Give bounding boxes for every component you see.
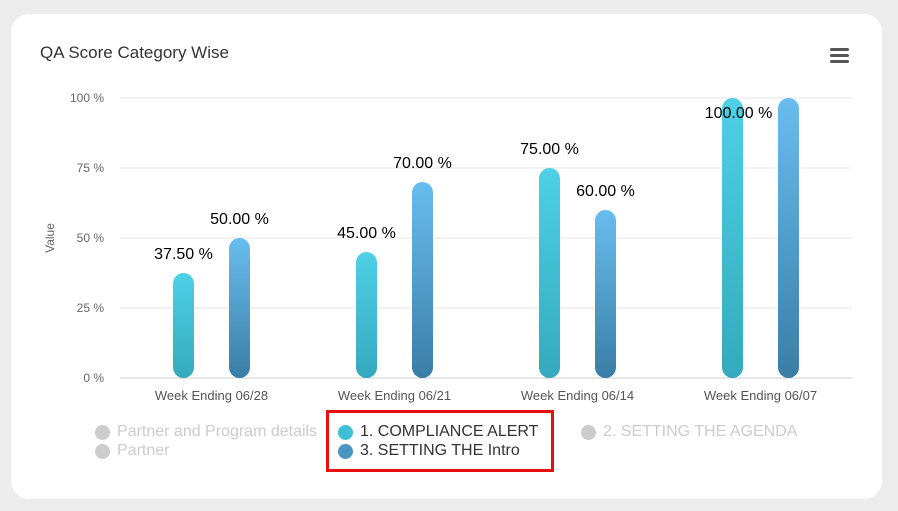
legend-marker-icon <box>95 424 110 440</box>
legend-marker-icon <box>95 443 110 459</box>
bar-setting-the-intro[interactable] <box>412 182 433 378</box>
legend-label: 1. COMPLIANCE ALERT <box>360 423 539 440</box>
legend-label: 3. SETTING THE Intro <box>360 442 520 459</box>
x-tick-label: Week Ending 06/14 <box>521 388 634 403</box>
bar-compliance-alert[interactable] <box>356 252 377 378</box>
y-axis-ticks: 0 % 25 % 50 % 75 % 100 % <box>70 91 104 385</box>
data-label: 70.00 % <box>393 155 452 172</box>
legend-marker-icon <box>338 443 353 459</box>
hamburger-menu-icon[interactable] <box>830 48 849 64</box>
chart-title: QA Score Category Wise <box>40 43 229 62</box>
y-tick-label: 50 % <box>77 231 105 245</box>
data-label: 37.50 % <box>154 246 213 263</box>
data-label: 75.00 % <box>520 141 579 158</box>
legend-item[interactable]: Partner <box>95 442 169 460</box>
legend-marker-icon <box>338 424 353 440</box>
data-label: 60.00 % <box>576 183 635 200</box>
y-tick-label: 0 % <box>83 371 104 385</box>
data-label: 50.00 % <box>210 211 269 228</box>
y-tick-label: 25 % <box>77 301 105 315</box>
x-tick-label: Week Ending 06/28 <box>155 388 268 403</box>
x-tick-label: Week Ending 06/21 <box>338 388 451 403</box>
x-tick-label: Week Ending 06/07 <box>704 388 817 403</box>
legend-item[interactable]: 1. COMPLIANCE ALERT <box>338 423 538 441</box>
data-label: 100.00 % <box>705 105 773 122</box>
x-axis-ticks: Week Ending 06/28 Week Ending 06/21 Week E… <box>155 388 817 403</box>
legend-label: Partner <box>117 442 170 459</box>
highlight-box <box>326 410 554 472</box>
legend-label: 2. SETTING THE AGENDA <box>603 423 798 440</box>
bar-setting-the-intro[interactable] <box>229 238 250 378</box>
bar-setting-the-intro[interactable] <box>595 210 616 378</box>
y-tick-label: 75 % <box>77 161 105 175</box>
legend-item[interactable]: Partner and Program details <box>95 423 317 441</box>
y-tick-label: 100 % <box>70 91 104 105</box>
y-axis-label: Value <box>43 223 57 253</box>
bar-compliance-alert[interactable] <box>722 98 743 378</box>
bar-compliance-alert[interactable] <box>539 168 560 378</box>
legend-label: Partner and Program details <box>117 423 318 440</box>
bars: 37.50 % 50.00 % 45.00 % 70.00 % 75.00 % 60.00… <box>154 98 799 378</box>
legend-item[interactable]: 3. SETTING THE Intro <box>338 442 520 460</box>
bar-compliance-alert[interactable] <box>173 273 194 378</box>
bar-setting-the-intro[interactable] <box>778 98 799 378</box>
data-label: 45.00 % <box>337 225 396 242</box>
legend-item[interactable]: 2. SETTING THE AGENDA <box>581 423 797 441</box>
legend-marker-icon <box>581 424 596 440</box>
